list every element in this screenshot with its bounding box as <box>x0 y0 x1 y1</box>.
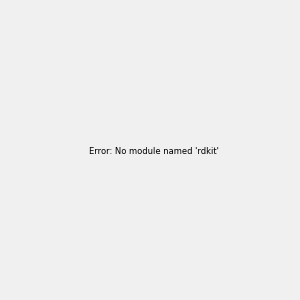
Text: Error: No module named 'rdkit': Error: No module named 'rdkit' <box>89 147 219 156</box>
